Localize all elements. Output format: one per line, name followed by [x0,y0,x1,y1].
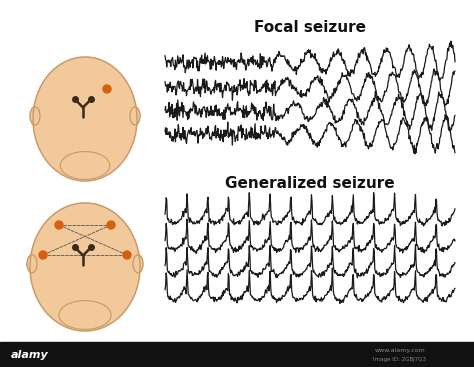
Text: Image ID: 2GBJ7G3: Image ID: 2GBJ7G3 [374,357,427,363]
Text: Generalized seizure: Generalized seizure [225,177,395,192]
Ellipse shape [30,203,140,331]
Circle shape [55,221,63,229]
Circle shape [103,85,111,93]
Text: www.alamy.com: www.alamy.com [374,348,425,353]
Circle shape [123,251,131,259]
Text: Focal seizure: Focal seizure [254,19,366,34]
Ellipse shape [133,255,143,273]
Ellipse shape [27,255,37,273]
Circle shape [107,221,115,229]
Ellipse shape [130,107,140,125]
Text: alamy: alamy [11,349,49,360]
Circle shape [39,251,47,259]
Ellipse shape [30,107,40,125]
Ellipse shape [59,301,111,330]
Bar [0,342,474,367]
Ellipse shape [33,57,137,181]
Ellipse shape [60,152,109,179]
